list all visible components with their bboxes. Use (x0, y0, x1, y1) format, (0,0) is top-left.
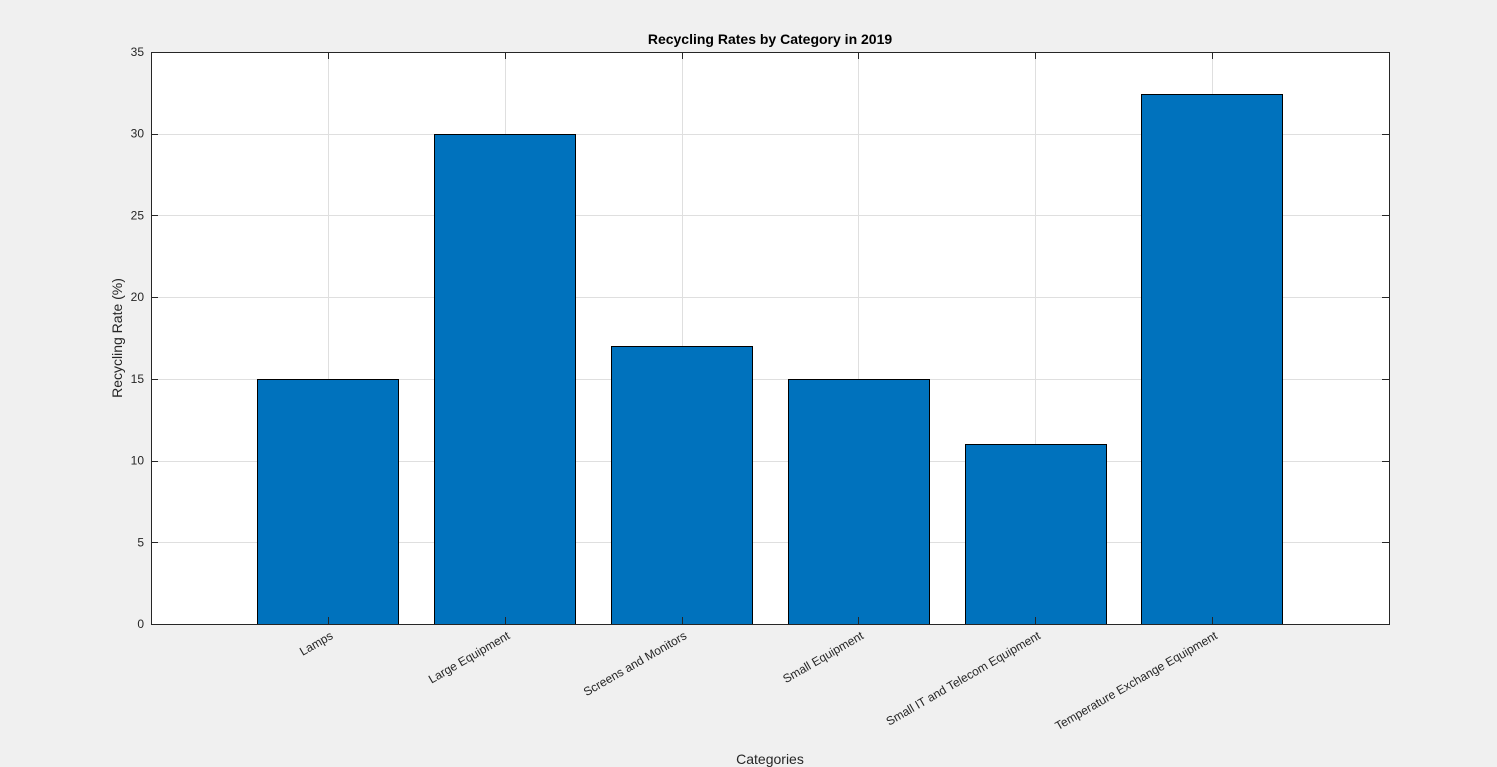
chart-title: Recycling Rates by Category in 2019 (648, 31, 893, 47)
bar (788, 379, 930, 625)
bar (434, 134, 576, 625)
x-tick-label: Temperature Exchange Equipment (1053, 628, 1221, 733)
x-tick-label: Large Equipment (426, 628, 513, 686)
bars (257, 94, 1283, 625)
y-tick-label: 15 (131, 372, 145, 386)
bar (611, 346, 753, 625)
y-tick-label: 5 (137, 535, 144, 549)
bar (965, 444, 1107, 625)
bar (1141, 94, 1283, 625)
y-tick-label: 0 (137, 617, 144, 631)
y-tick-label: 10 (131, 454, 145, 468)
y-tick-label: 30 (131, 127, 145, 141)
y-tick-label: 35 (131, 45, 145, 59)
x-tick-label: Lamps (297, 628, 335, 658)
x-tick-label: Small IT and Telecom Equipment (884, 628, 1044, 728)
x-tick-label: Screens and Monitors (581, 628, 689, 698)
plot-frame (151, 52, 1390, 625)
bar (257, 379, 399, 625)
x-tick-labels: Lamps Large Equipment Screens and Monitors… (297, 628, 1220, 733)
y-tick-label: 25 (131, 208, 145, 222)
y-axis-label: Recycling Rate (%) (109, 278, 125, 398)
y-tick-label: 20 (131, 290, 145, 304)
x-axis-label: Categories (736, 751, 804, 767)
x-tick-label: Small Equipment (780, 628, 866, 686)
y-tick-labels: 0 5 10 15 20 25 30 35 (131, 45, 145, 631)
